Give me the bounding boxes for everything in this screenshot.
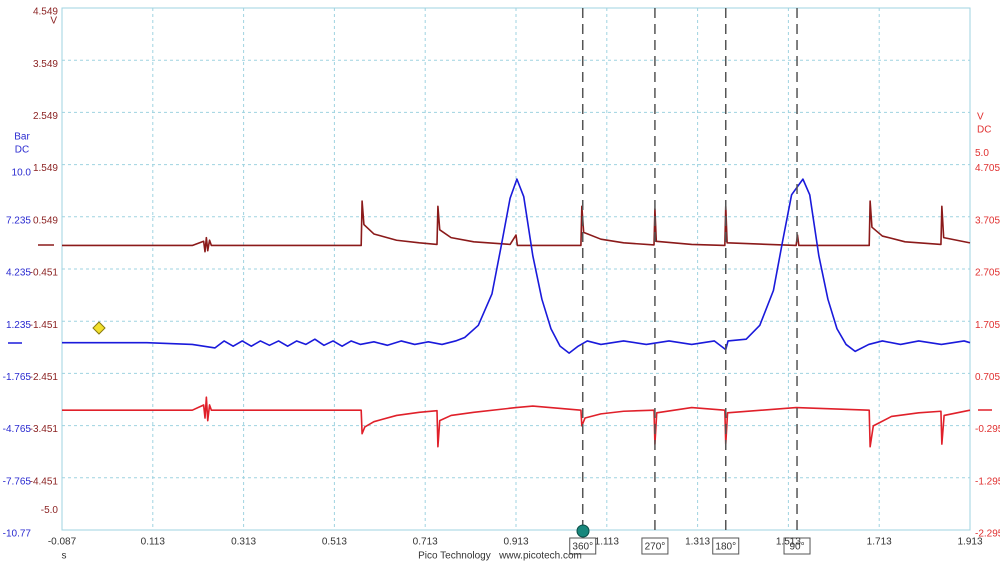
- x-tick-label: 1.113: [595, 537, 620, 548]
- y-tick-label: -1.451: [30, 320, 59, 331]
- x-tick-label: 1.713: [867, 537, 892, 548]
- x-tick-label: 1.313: [685, 537, 710, 548]
- y-tick-label: 2.705: [975, 268, 1000, 279]
- grid: [61, 7, 971, 531]
- footer: Pico Technology www.picotech.com: [418, 551, 582, 562]
- y-tick-label: -0.295: [975, 424, 1000, 435]
- x-tick-label: 0.113: [141, 537, 166, 548]
- y-tick-label: -1.765: [3, 372, 32, 383]
- y-tick-label: 0.549: [33, 215, 58, 226]
- y-tick-label: -2.451: [30, 372, 59, 383]
- y-tick-label: 1.235: [6, 320, 31, 331]
- cursor-label: 270°: [645, 542, 666, 553]
- y-tick-label: 1.549: [33, 163, 58, 174]
- trace: [62, 200, 971, 253]
- y-tick-label: -3.451: [30, 424, 59, 435]
- trace: [62, 396, 971, 448]
- y-tick-label: -7.765: [3, 476, 32, 487]
- y-tick-label: 7.235: [6, 215, 31, 226]
- cursor-label-box: [783, 537, 811, 555]
- y-tick-label: 3.549: [33, 59, 58, 70]
- x-tick-label: 0.513: [322, 537, 347, 548]
- y-tick-label: 3.705: [975, 215, 1000, 226]
- y-tick-label: -5.0: [41, 505, 59, 516]
- x-tick-label: 1.913: [957, 537, 982, 548]
- y-tick-label: -4.451: [30, 476, 59, 487]
- cursor-label-box: [569, 537, 597, 555]
- y-tick-label: 4.549: [33, 7, 58, 18]
- y2-axis-unit: Bar: [14, 132, 30, 143]
- traces: [62, 178, 971, 448]
- cursors: 360° 270° 180° 90°: [569, 8, 811, 555]
- cursor-label-box: [712, 537, 740, 555]
- x-tick-label: 0.313: [231, 537, 256, 548]
- y-tick-label: -0.451: [30, 268, 59, 279]
- x-axis-unit: s: [62, 551, 67, 562]
- y-tick-label: -1.295: [975, 476, 1000, 487]
- y-tick-label: 5.0: [975, 148, 989, 159]
- y-tick-label: 4.235: [6, 268, 31, 279]
- trigger-marker[interactable]: [92, 321, 106, 335]
- cursor-label: 360°: [572, 542, 593, 553]
- y-axis-unit: V: [50, 16, 57, 27]
- cursor-label: 90°: [789, 542, 804, 553]
- y-tick-label: 10.0: [12, 167, 32, 178]
- x-tick-label: 0.713: [413, 537, 438, 548]
- cursor-label-box: [641, 537, 669, 555]
- y-tick-label: -2.295: [975, 529, 1000, 540]
- trace: [62, 178, 971, 354]
- y3-axis-coupling: DC: [977, 125, 991, 136]
- labels: V Bar DC V DC s Pico Technology www.pico…: [3, 7, 1000, 562]
- y2-axis-coupling: DC: [15, 145, 29, 156]
- cursor-label: 180°: [715, 542, 736, 553]
- x-tick-label: 0.913: [503, 537, 528, 548]
- x-tick-label: 1.513: [776, 537, 801, 548]
- y-tick-label: 2.549: [33, 111, 58, 122]
- y-tick-label: 0.705: [975, 372, 1000, 383]
- y3-axis-unit: V: [977, 112, 984, 123]
- rotation-ruler-handle[interactable]: [576, 524, 590, 538]
- y-tick-label: 4.705: [975, 163, 1000, 174]
- y-tick-label: 1.705: [975, 320, 1000, 331]
- y-tick-label: -10.77: [3, 529, 32, 540]
- x-tick-label: -0.087: [48, 537, 77, 548]
- y-tick-label: -4.765: [3, 424, 32, 435]
